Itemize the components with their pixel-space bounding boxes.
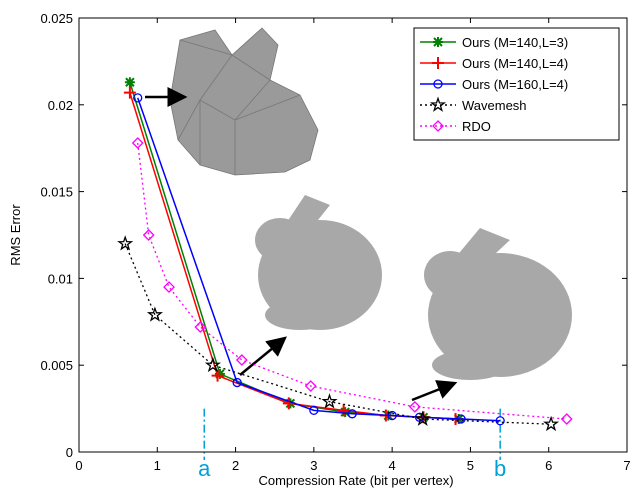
point	[387, 410, 397, 421]
point	[232, 377, 242, 388]
x-tick-label: 5	[467, 458, 474, 473]
x-tick-label: 6	[545, 458, 552, 473]
y-tick-label: 0.005	[40, 358, 73, 373]
point	[235, 354, 248, 366]
point	[142, 229, 155, 241]
x-tick-label: 0	[75, 458, 82, 473]
point	[408, 400, 421, 413]
point	[347, 409, 357, 419]
arrow	[239, 336, 287, 376]
coarse-bunny	[169, 27, 319, 176]
arrow	[411, 380, 458, 402]
point	[133, 93, 143, 103]
point	[340, 407, 351, 418]
y-tick-label: 0.02	[48, 98, 73, 113]
legend-label: RDO	[462, 119, 491, 134]
y-tick-label: 0.015	[40, 185, 73, 200]
legend-marker	[433, 37, 443, 47]
point	[204, 356, 222, 373]
point	[321, 393, 338, 409]
point	[456, 414, 466, 424]
y-tick-label: 0.025	[40, 11, 73, 26]
y-tick-label: 0.01	[48, 271, 73, 286]
axes-frame	[78, 17, 628, 453]
x-tick-label: 3	[310, 458, 317, 473]
y-axis-label: RMS Error	[8, 204, 23, 266]
y-tick-label: 0	[66, 445, 73, 460]
legend-marker	[432, 120, 444, 132]
legend-marker	[432, 57, 444, 69]
bunny-2	[424, 228, 572, 380]
x-tick-label: 4	[389, 458, 396, 473]
point	[124, 77, 135, 88]
legend-label: Ours (M=140,L=4)	[462, 56, 568, 71]
point	[131, 137, 144, 149]
point	[337, 404, 350, 417]
point	[304, 380, 317, 392]
point	[146, 306, 163, 322]
point	[194, 321, 207, 333]
point	[123, 86, 136, 99]
point	[214, 368, 225, 379]
point	[414, 410, 431, 426]
x-axis-label: Compression Rate (bit per vertex)	[258, 473, 453, 488]
annotation: a	[198, 456, 211, 481]
series-line	[137, 142, 567, 420]
point	[117, 235, 134, 251]
point	[560, 413, 573, 425]
point	[163, 281, 175, 293]
plot: a b 0 1 2 3 4 5 6 7 0 0.005 0.01 0.015 0.02 0.025 Ours (…	[40, 11, 630, 481]
x-tick-label: 7	[623, 458, 630, 473]
legend-marker	[433, 79, 443, 89]
x-tick-label: 1	[154, 458, 161, 473]
legend-label: Ours (M=160,L=4)	[462, 77, 568, 92]
annotation: b	[494, 456, 506, 481]
legend-label: Wavemesh	[462, 98, 527, 113]
point	[495, 416, 505, 426]
x-tick-label: 2	[232, 458, 239, 473]
point	[309, 405, 319, 415]
legend-label: Ours (M=140,L=3)	[462, 35, 568, 50]
point	[543, 415, 560, 432]
series-line	[137, 97, 501, 422]
legend-marker	[429, 96, 447, 112]
bunny-1	[255, 195, 382, 330]
